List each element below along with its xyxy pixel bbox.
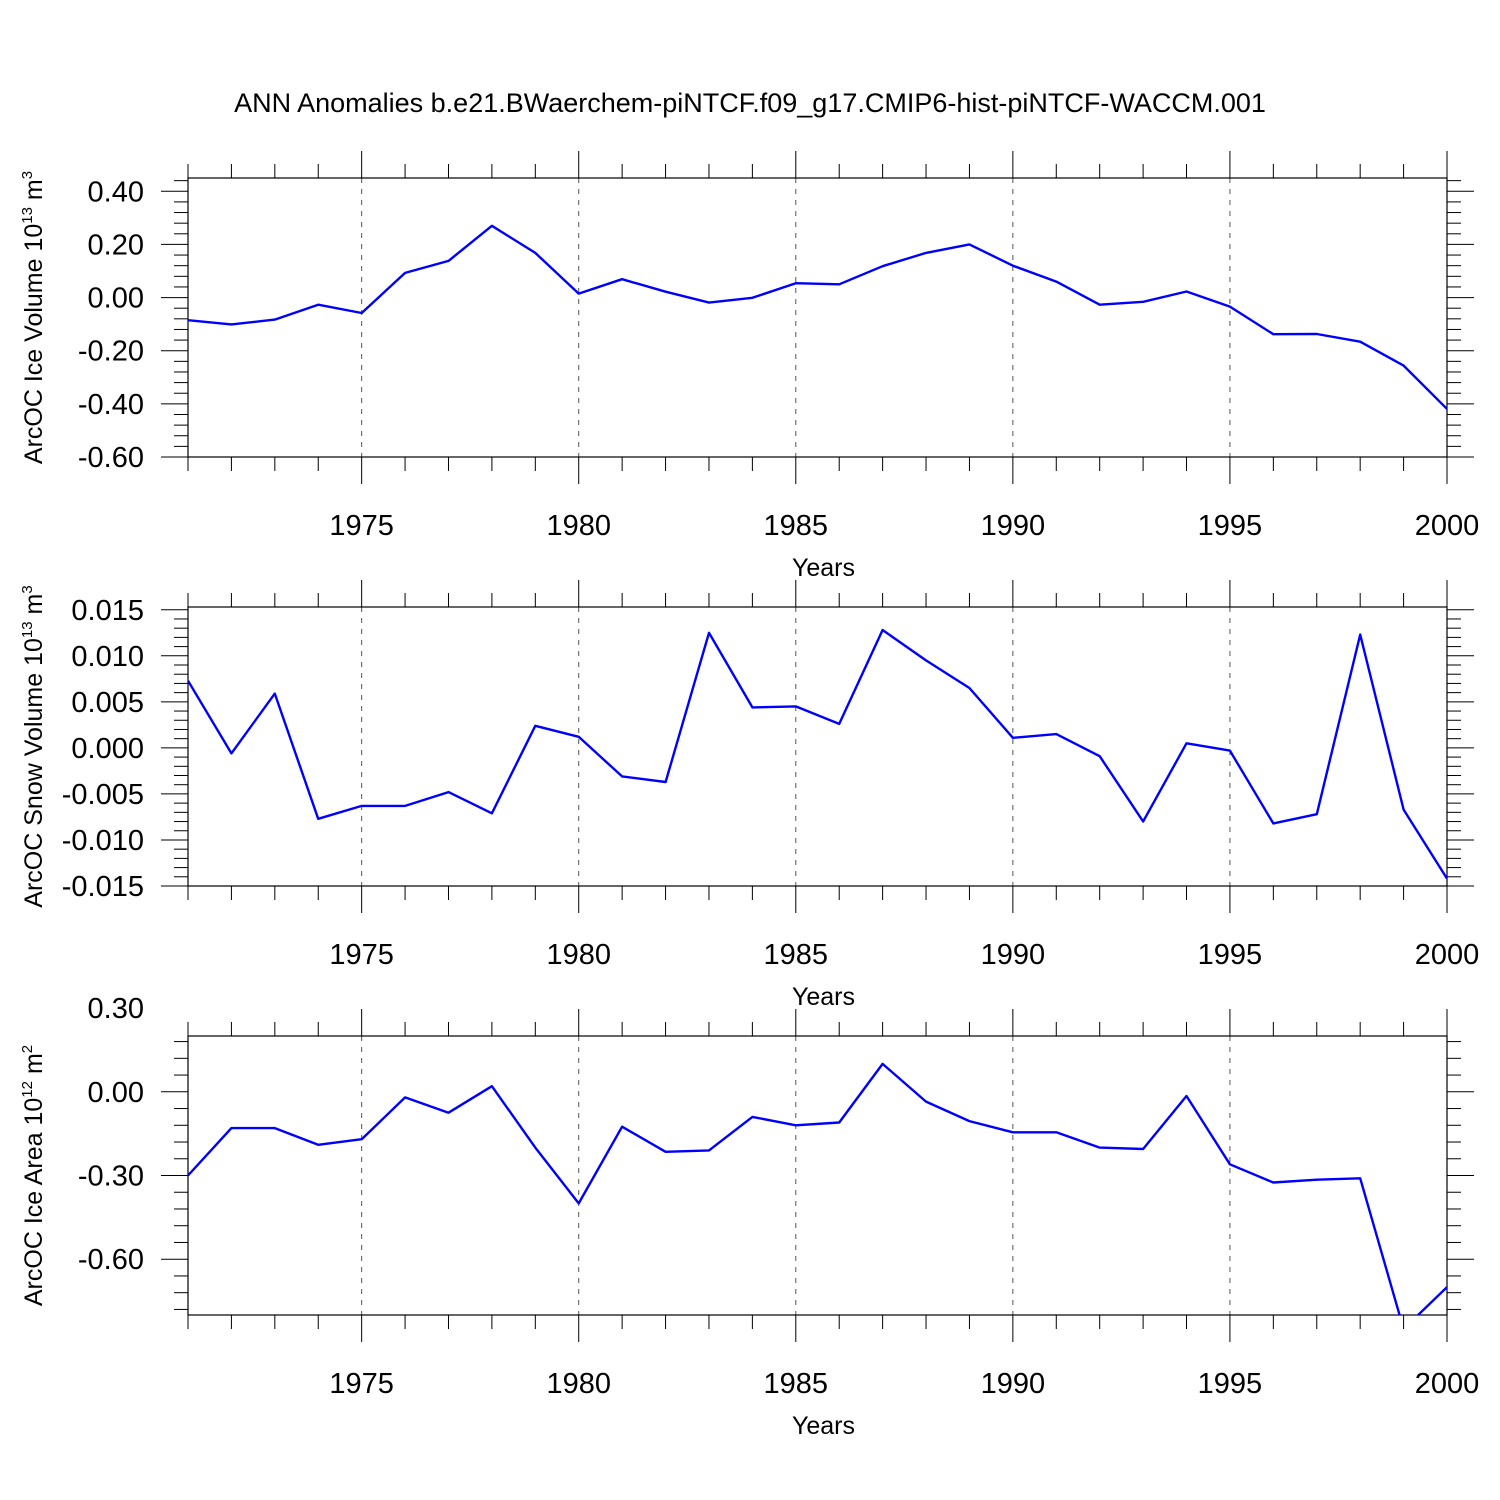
x-tick-label: 1980 — [546, 939, 611, 971]
y-tick-label: 0.00 — [88, 283, 144, 315]
x-tick-label: 1995 — [1198, 1368, 1263, 1400]
y-tick-label: 0.000 — [71, 733, 144, 765]
series-line — [188, 224, 1447, 410]
y-axis-label: ArcOC Snow Volume 1013 m3 — [19, 585, 48, 907]
x-tick-label: 1985 — [764, 939, 829, 971]
y-tick-label: 0.010 — [71, 641, 144, 673]
y-tick-label: 0.30 — [88, 993, 144, 1025]
x-tick-label: 1975 — [329, 1368, 394, 1400]
chart-panel-1: 0.40 0.20 0.00 -0.20 -0.40 -0.60 1975 1980 1985 1… — [19, 151, 1479, 582]
x-tick-label: 1995 — [1198, 510, 1263, 542]
x-tick-label: 1985 — [764, 510, 829, 542]
x-tick-label: 1975 — [329, 939, 394, 971]
chart-panel-3: 0.30 0.00 -0.30 -0.60 1975 1980 1985 1990 1995 20… — [19, 993, 1479, 1440]
y-tick-label: -0.005 — [62, 779, 144, 811]
y-tick-label: 0.00 — [88, 1077, 144, 1109]
x-tick-label: 1985 — [764, 1368, 829, 1400]
y-tick-label: 0.40 — [88, 176, 144, 208]
x-tick-label: 1980 — [546, 510, 611, 542]
y-tick-label: -0.20 — [78, 336, 144, 368]
x-tick-label: 2000 — [1415, 1368, 1480, 1400]
x-tick-label: 1975 — [329, 510, 394, 542]
x-tick-label: 2000 — [1415, 939, 1480, 971]
y-axis-label: ArcOC Ice Volume 1013 m3 — [19, 171, 48, 464]
x-axis-label: Years — [792, 1412, 855, 1440]
y-tick-label: 0.005 — [71, 687, 144, 719]
chart-panel-2: 0.015 0.010 0.005 0.000 -0.005 -0.010 -0.015 19… — [19, 580, 1479, 1011]
y-tick-label: 0.015 — [71, 595, 144, 627]
panels: 0.40 0.20 0.00 -0.20 -0.40 -0.60 1975 1980 1985 1… — [19, 151, 1479, 1440]
x-tick-label: 2000 — [1415, 510, 1480, 542]
x-tick-label: 1995 — [1198, 939, 1263, 971]
plot-frame — [187, 606, 1448, 887]
x-tick-label: 1990 — [981, 1368, 1046, 1400]
plot-frame — [187, 177, 1448, 458]
series-line — [188, 628, 1447, 880]
y-axis-label: ArcOC Ice Area 1012 m2 — [19, 1045, 48, 1306]
series-line — [188, 1062, 1447, 1315]
y-tick-label: -0.60 — [78, 442, 144, 474]
y-tick-label: -0.40 — [78, 389, 144, 421]
y-tick-label: -0.010 — [62, 825, 144, 857]
x-axis-label: Years — [792, 983, 855, 1011]
x-axis-label: Years — [792, 554, 855, 582]
x-tick-label: 1990 — [981, 939, 1046, 971]
y-tick-label: -0.60 — [78, 1244, 144, 1276]
figure-title: ANN Anomalies b.e21.BWaerchem-piNTCF.f09… — [234, 88, 1266, 118]
y-tick-label: -0.015 — [62, 871, 144, 903]
y-tick-label: -0.30 — [78, 1161, 144, 1193]
x-tick-label: 1980 — [546, 1368, 611, 1400]
x-tick-label: 1990 — [981, 510, 1046, 542]
y-tick-label: 0.20 — [88, 229, 144, 261]
